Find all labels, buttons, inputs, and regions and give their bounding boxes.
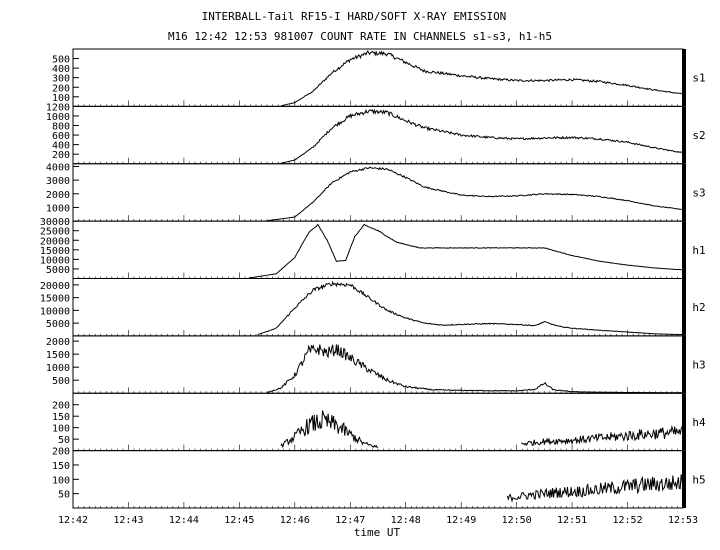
y-tick-label-h5-50: 50 <box>58 490 70 501</box>
y-tick-label-h3-2000: 2000 <box>46 337 70 348</box>
panel-label-s3: s3 <box>692 186 705 199</box>
y-tick-label-s3-4000: 4000 <box>46 162 70 173</box>
panel-right-bar-h1 <box>682 221 686 279</box>
y-tick-label-s2-1200: 1200 <box>46 102 70 113</box>
y-tick-label-s1-300: 300 <box>52 74 70 85</box>
y-tick-label-s2-600: 600 <box>52 131 70 142</box>
panel-frame-h2 <box>72 278 684 337</box>
y-tick-label-h1-10000: 10000 <box>40 255 70 266</box>
panel-s3: 1000 2000 3000 4000 s3 <box>46 162 706 222</box>
panel-frame-s1 <box>72 48 684 107</box>
y-tick-label-s2-1000: 1000 <box>46 112 70 123</box>
x-tick-label-1247: 12:47 <box>335 515 365 526</box>
y-tick-label-h3-1000: 1000 <box>46 363 70 374</box>
panel-right-bar-s2 <box>682 106 686 164</box>
chart-title: INTERBALL-Tail RF15-I HARD/SOFT X-RAY EM… <box>202 10 507 23</box>
y-tick-label-s1-400: 400 <box>52 64 70 75</box>
series-line-h2 <box>257 280 684 336</box>
series-line-s3 <box>267 166 684 222</box>
series-line-h4-seg1 <box>280 410 379 449</box>
x-axis: 12:42 12:43 12:44 12:45 12:46 12:47 12:48 12:49… <box>58 515 698 526</box>
y-tick-label-s3-1000: 1000 <box>46 203 70 214</box>
x-tick-label-1249: 12:49 <box>446 515 476 526</box>
panel-h3: 500 1000 1500 2000 h3 <box>46 335 706 394</box>
y-tick-label-s2-800: 800 <box>52 122 70 133</box>
y-tick-label-s1-500: 500 <box>52 55 70 66</box>
y-tick-label-h3-1500: 1500 <box>46 350 70 361</box>
panel-frame-h1 <box>72 220 684 279</box>
panel-frame-h3 <box>72 335 684 394</box>
y-tick-label-s1-200: 200 <box>52 83 70 94</box>
y-tick-label-h1-20000: 20000 <box>40 236 70 247</box>
panel-frame-s2 <box>72 105 684 165</box>
panel-label-h5: h5 <box>692 473 705 486</box>
x-tick-label-1248: 12:48 <box>391 515 421 526</box>
chart-subtitle: M16 12:42 12:53 981007 COUNT RATE IN CHA… <box>168 30 552 43</box>
panel-right-bar-s3 <box>682 163 686 222</box>
panel-right-bar-h3 <box>682 335 686 394</box>
panel-label-h4: h4 <box>692 416 706 429</box>
panel-frame-h4 <box>72 392 684 452</box>
y-tick-label-s2-200: 200 <box>52 150 70 161</box>
panel-label-h3: h3 <box>692 359 705 372</box>
y-tick-label-s2-400: 400 <box>52 141 70 152</box>
series-line-h1 <box>248 223 684 279</box>
y-tick-label-h1-15000: 15000 <box>40 246 70 257</box>
x-axis-title: time UT <box>354 526 401 539</box>
panel-label-s2: s2 <box>692 129 705 142</box>
y-tick-label-h5-200: 200 <box>52 447 70 458</box>
y-tick-label-h2-5000: 5000 <box>46 319 70 330</box>
panel-label-s1: s1 <box>692 72 705 85</box>
series-line-h3 <box>266 344 684 394</box>
y-tick-label-h5-100: 100 <box>52 475 70 486</box>
y-tick-label-h2-10000: 10000 <box>40 306 70 317</box>
panels-group: 100200300400500s120040060080010001200s21… <box>40 48 706 509</box>
y-tick-label-h4-200: 200 <box>52 401 70 412</box>
x-tick-label-1243: 12:43 <box>113 515 143 526</box>
y-tick-label-h2-15000: 15000 <box>40 294 70 305</box>
panel-label-h2: h2 <box>692 301 705 314</box>
y-tick-label-s3-2000: 2000 <box>46 190 70 201</box>
panel-right-bar-h5 <box>682 450 686 508</box>
y-tick-label-h4-150: 150 <box>52 412 70 423</box>
y-tick-label-h4-100: 100 <box>52 424 70 435</box>
y-tick-label-h4-50: 50 <box>58 435 70 446</box>
panel-right-bar-h2 <box>682 278 686 336</box>
series-line-s2 <box>280 108 684 164</box>
x-tick-label-1245: 12:45 <box>224 515 254 526</box>
y-tick-label-h2-20000: 20000 <box>40 281 70 292</box>
y-tick-label-s1-100: 100 <box>52 93 70 104</box>
y-tick-label-h1-30000: 30000 <box>40 217 70 228</box>
y-tick-label-h1-25000: 25000 <box>40 227 70 238</box>
panel-right-bar-s1 <box>682 49 686 107</box>
x-tick-label-1252: 12:52 <box>612 515 642 526</box>
y-tick-label-s3-3000: 3000 <box>46 176 70 187</box>
x-tick-label-1251: 12:51 <box>557 515 587 526</box>
x-tick-label-1246: 12:46 <box>280 515 310 526</box>
x-tick-label-1244: 12:44 <box>169 515 199 526</box>
y-tick-label-h1-5000: 5000 <box>46 265 70 276</box>
panel-h5: 50 100 150 200 h5 <box>52 447 706 509</box>
y-tick-label-h5-150: 150 <box>52 461 70 472</box>
y-tick-label-h3-500: 500 <box>52 376 70 387</box>
series-line-h4-seg2 <box>521 424 684 447</box>
panel-frame-s3 <box>72 163 684 222</box>
series-line-s1 <box>280 50 684 107</box>
x-tick-label-1242: 12:42 <box>58 515 88 526</box>
panel-label-h1: h1 <box>692 244 705 257</box>
x-tick-label-1250: 12:50 <box>502 515 532 526</box>
series-line-h5 <box>506 474 684 503</box>
x-tick-label-1253: 12:53 <box>668 515 698 526</box>
panel-frame-h5 <box>72 450 684 509</box>
panel-right-bar-h4 <box>682 393 686 451</box>
